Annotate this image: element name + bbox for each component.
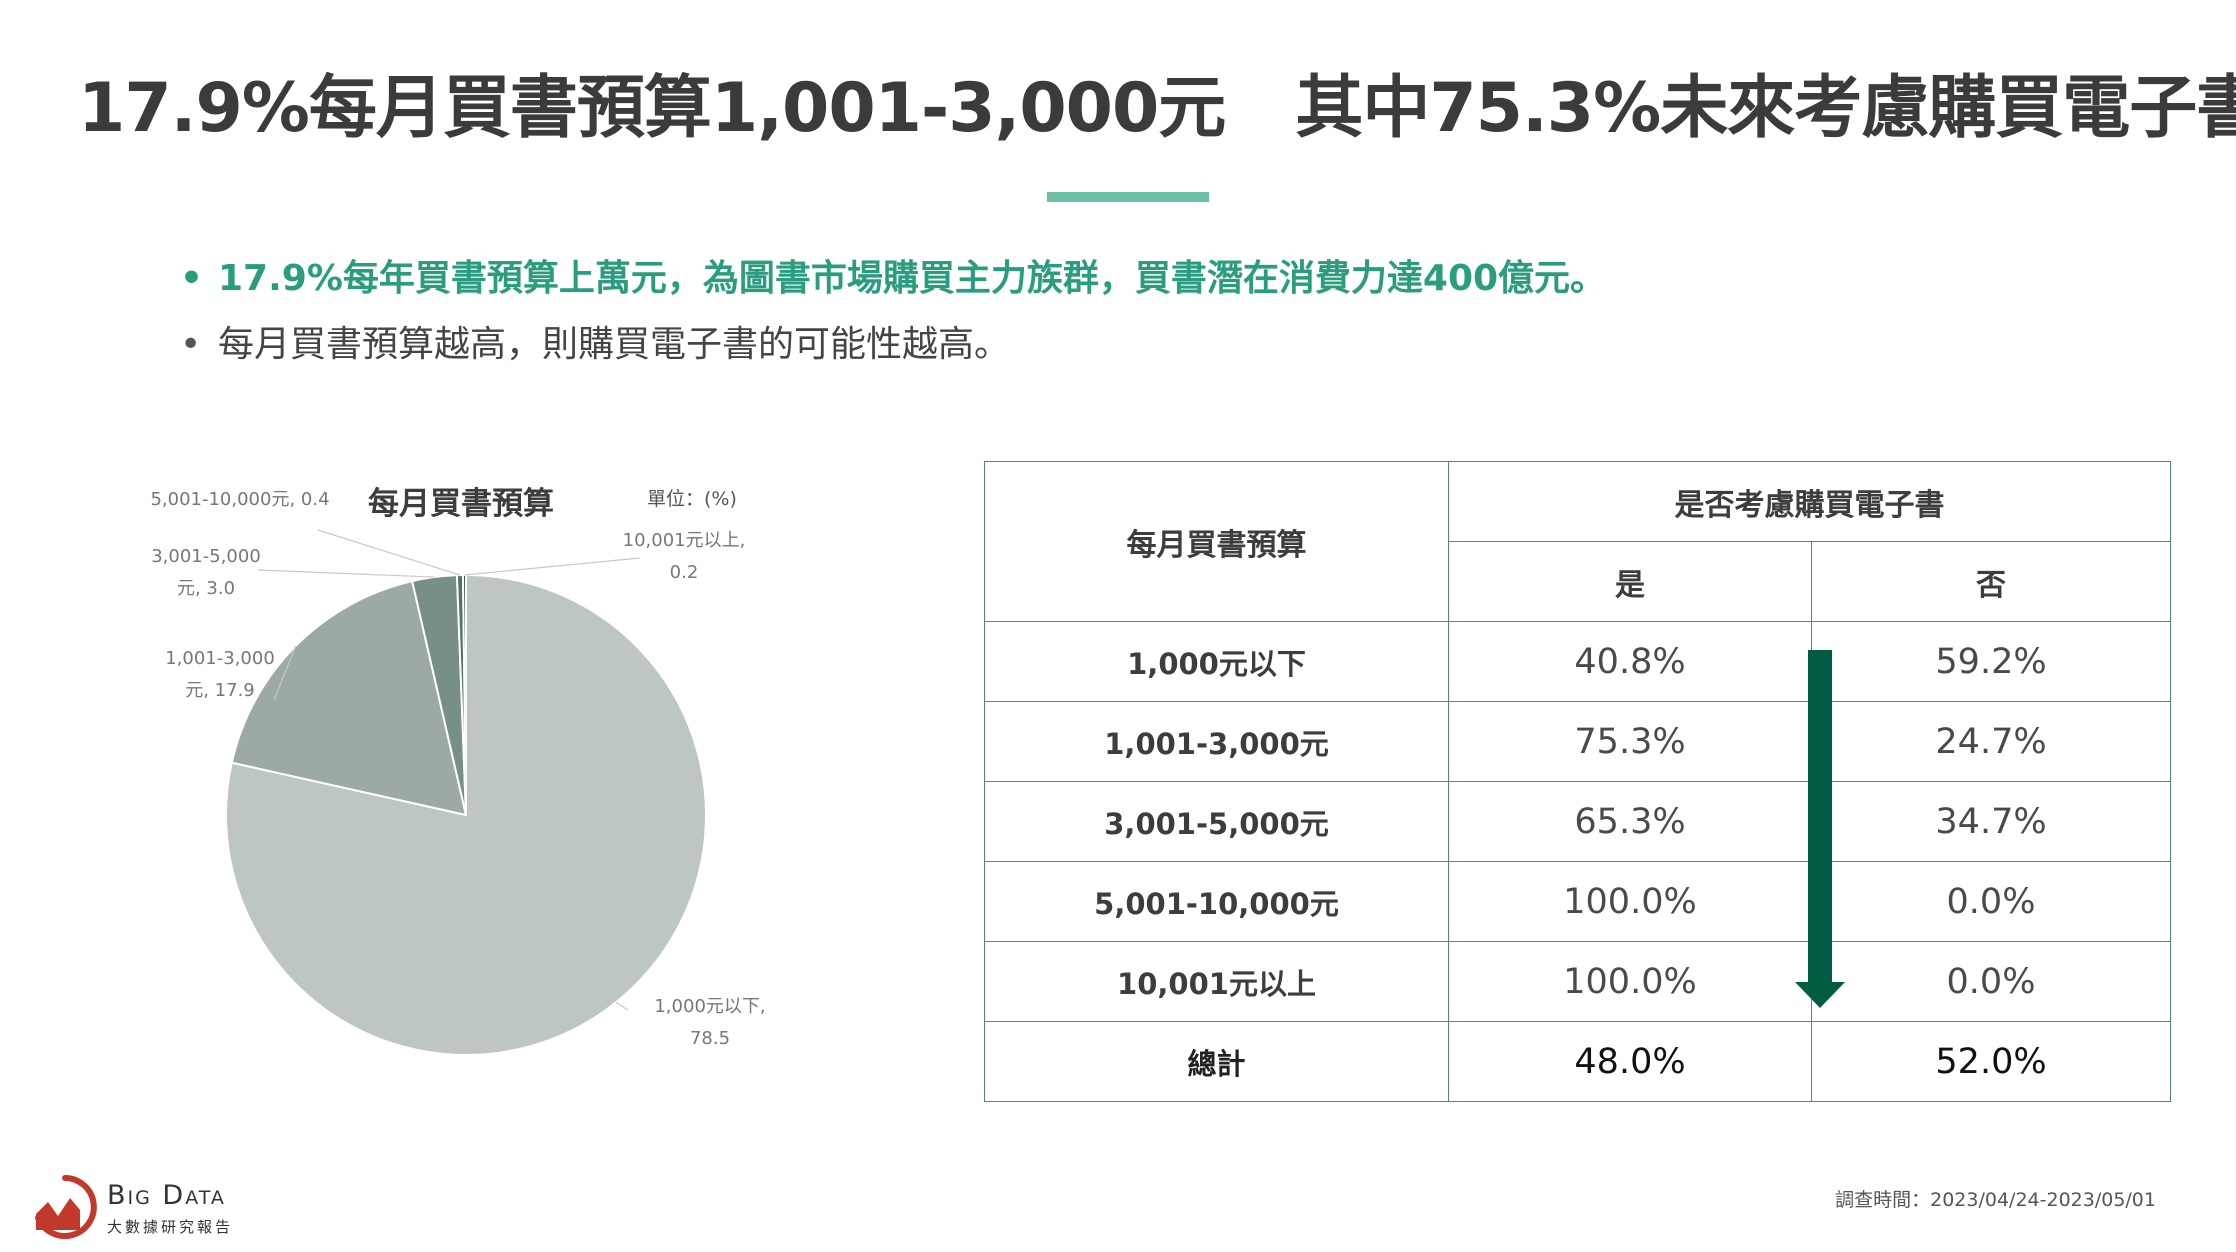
brand-subtitle: 大數據研究報告 <box>107 1218 234 1236</box>
down-trend-arrow-icon <box>1795 650 1845 1008</box>
row-budget-label: 1,001-3,000元 <box>984 701 1449 782</box>
pie-leader-line <box>317 529 461 576</box>
table-row: 1,001-3,000元 75.3% 24.7% <box>984 701 2171 782</box>
row-yes-value: 65.3% <box>1448 781 1812 862</box>
header-budget: 每月買書預算 <box>984 461 1449 622</box>
header-ebook-intent: 是否考慮購買電子書 <box>1448 461 2171 542</box>
row-budget-label: 5,001-10,000元 <box>984 861 1449 942</box>
pie-leader-line <box>464 557 641 576</box>
row-yes-value: 75.3% <box>1448 701 1812 782</box>
pie-leader-line <box>273 645 297 701</box>
row-budget-label: 3,001-5,000元 <box>984 781 1449 862</box>
table-row: 1,000元以下 40.8% 59.2% <box>984 621 2171 702</box>
pie-slice-label: 3,001-5,000 元, 3.0 <box>151 546 261 599</box>
page-title: 17.9%每月買書預算1,001-3,000元 其中75.3%未來考慮購買電子書 <box>78 52 2236 151</box>
row-budget-label: 10,001元以上 <box>984 941 1449 1022</box>
row-no-value: 34.7% <box>1811 781 2171 862</box>
pie-slice-label: 1,001-3,000 元, 17.9 <box>165 648 275 701</box>
total-yes-value: 48.0% <box>1448 1021 1812 1102</box>
title-part-1: 17.9%每月買書預算1,001-3,000元 <box>78 69 1226 148</box>
total-label: 總計 <box>984 1021 1449 1102</box>
ebook-intent-table: 每月買書預算 是否考慮購買電子書 是 否 1,000元以下 40.8% 59.2… <box>984 461 2171 1102</box>
row-no-value: 59.2% <box>1811 621 2171 702</box>
row-no-value: 0.0% <box>1811 861 2171 942</box>
pie-leader-line <box>257 569 435 578</box>
brand-name: Big Data <box>107 1180 226 1211</box>
row-yes-value: 100.0% <box>1448 861 1812 942</box>
title-accent-bar <box>1047 192 1209 202</box>
pie-unit-label: 單位：(%) <box>647 488 737 510</box>
total-no-value: 52.0% <box>1811 1021 2171 1102</box>
finding-secondary: 每月買書預算越高，則購買電子書的可能性越高。 <box>180 312 1606 378</box>
row-budget-label: 1,000元以下 <box>984 621 1449 702</box>
title-part-2: 其中75.3%未來考慮購買電子書 <box>1295 69 2236 148</box>
table-row: 5,001-10,000元 100.0% 0.0% <box>984 861 2171 942</box>
pie-leader-line <box>615 1001 629 1011</box>
pie-chart-title: 每月買書預算 <box>368 486 554 522</box>
pie-slice-label: 1,000元以下, 78.5 <box>654 996 765 1049</box>
header-yes: 是 <box>1448 541 1812 622</box>
budget-pie-chart: 1,000元以下, 78.5 1,001-3,000 元, 17.9 3,001-5,0… <box>150 489 766 1056</box>
trend-chart-logo-icon <box>35 1175 97 1239</box>
finding-highlight: 17.9%每年買書預算上萬元，為圖書市場購買主力族群，買書潛在消費力達400億元… <box>180 246 1606 312</box>
pie-slice-label: 5,001-10,000元, 0.4 <box>150 489 329 510</box>
row-yes-value: 100.0% <box>1448 941 1812 1022</box>
key-findings-list: 17.9%每年買書預算上萬元，為圖書市場購買主力族群，買書潛在消費力達400億元… <box>180 246 1606 378</box>
table-row: 3,001-5,000元 65.3% 34.7% <box>984 781 2171 862</box>
header-no: 否 <box>1811 541 2171 622</box>
survey-period: 調查時間：2023/04/24-2023/05/01 <box>1835 1189 2156 1211</box>
table-row: 10,001元以上 100.0% 0.0% <box>984 941 2171 1022</box>
table-total-row: 總計 48.0% 52.0% <box>984 1021 2171 1102</box>
pie-slice-label: 10,001元以上, 0.2 <box>623 530 746 583</box>
row-yes-value: 40.8% <box>1448 621 1812 702</box>
row-no-value: 24.7% <box>1811 701 2171 782</box>
row-no-value: 0.0% <box>1811 941 2171 1022</box>
